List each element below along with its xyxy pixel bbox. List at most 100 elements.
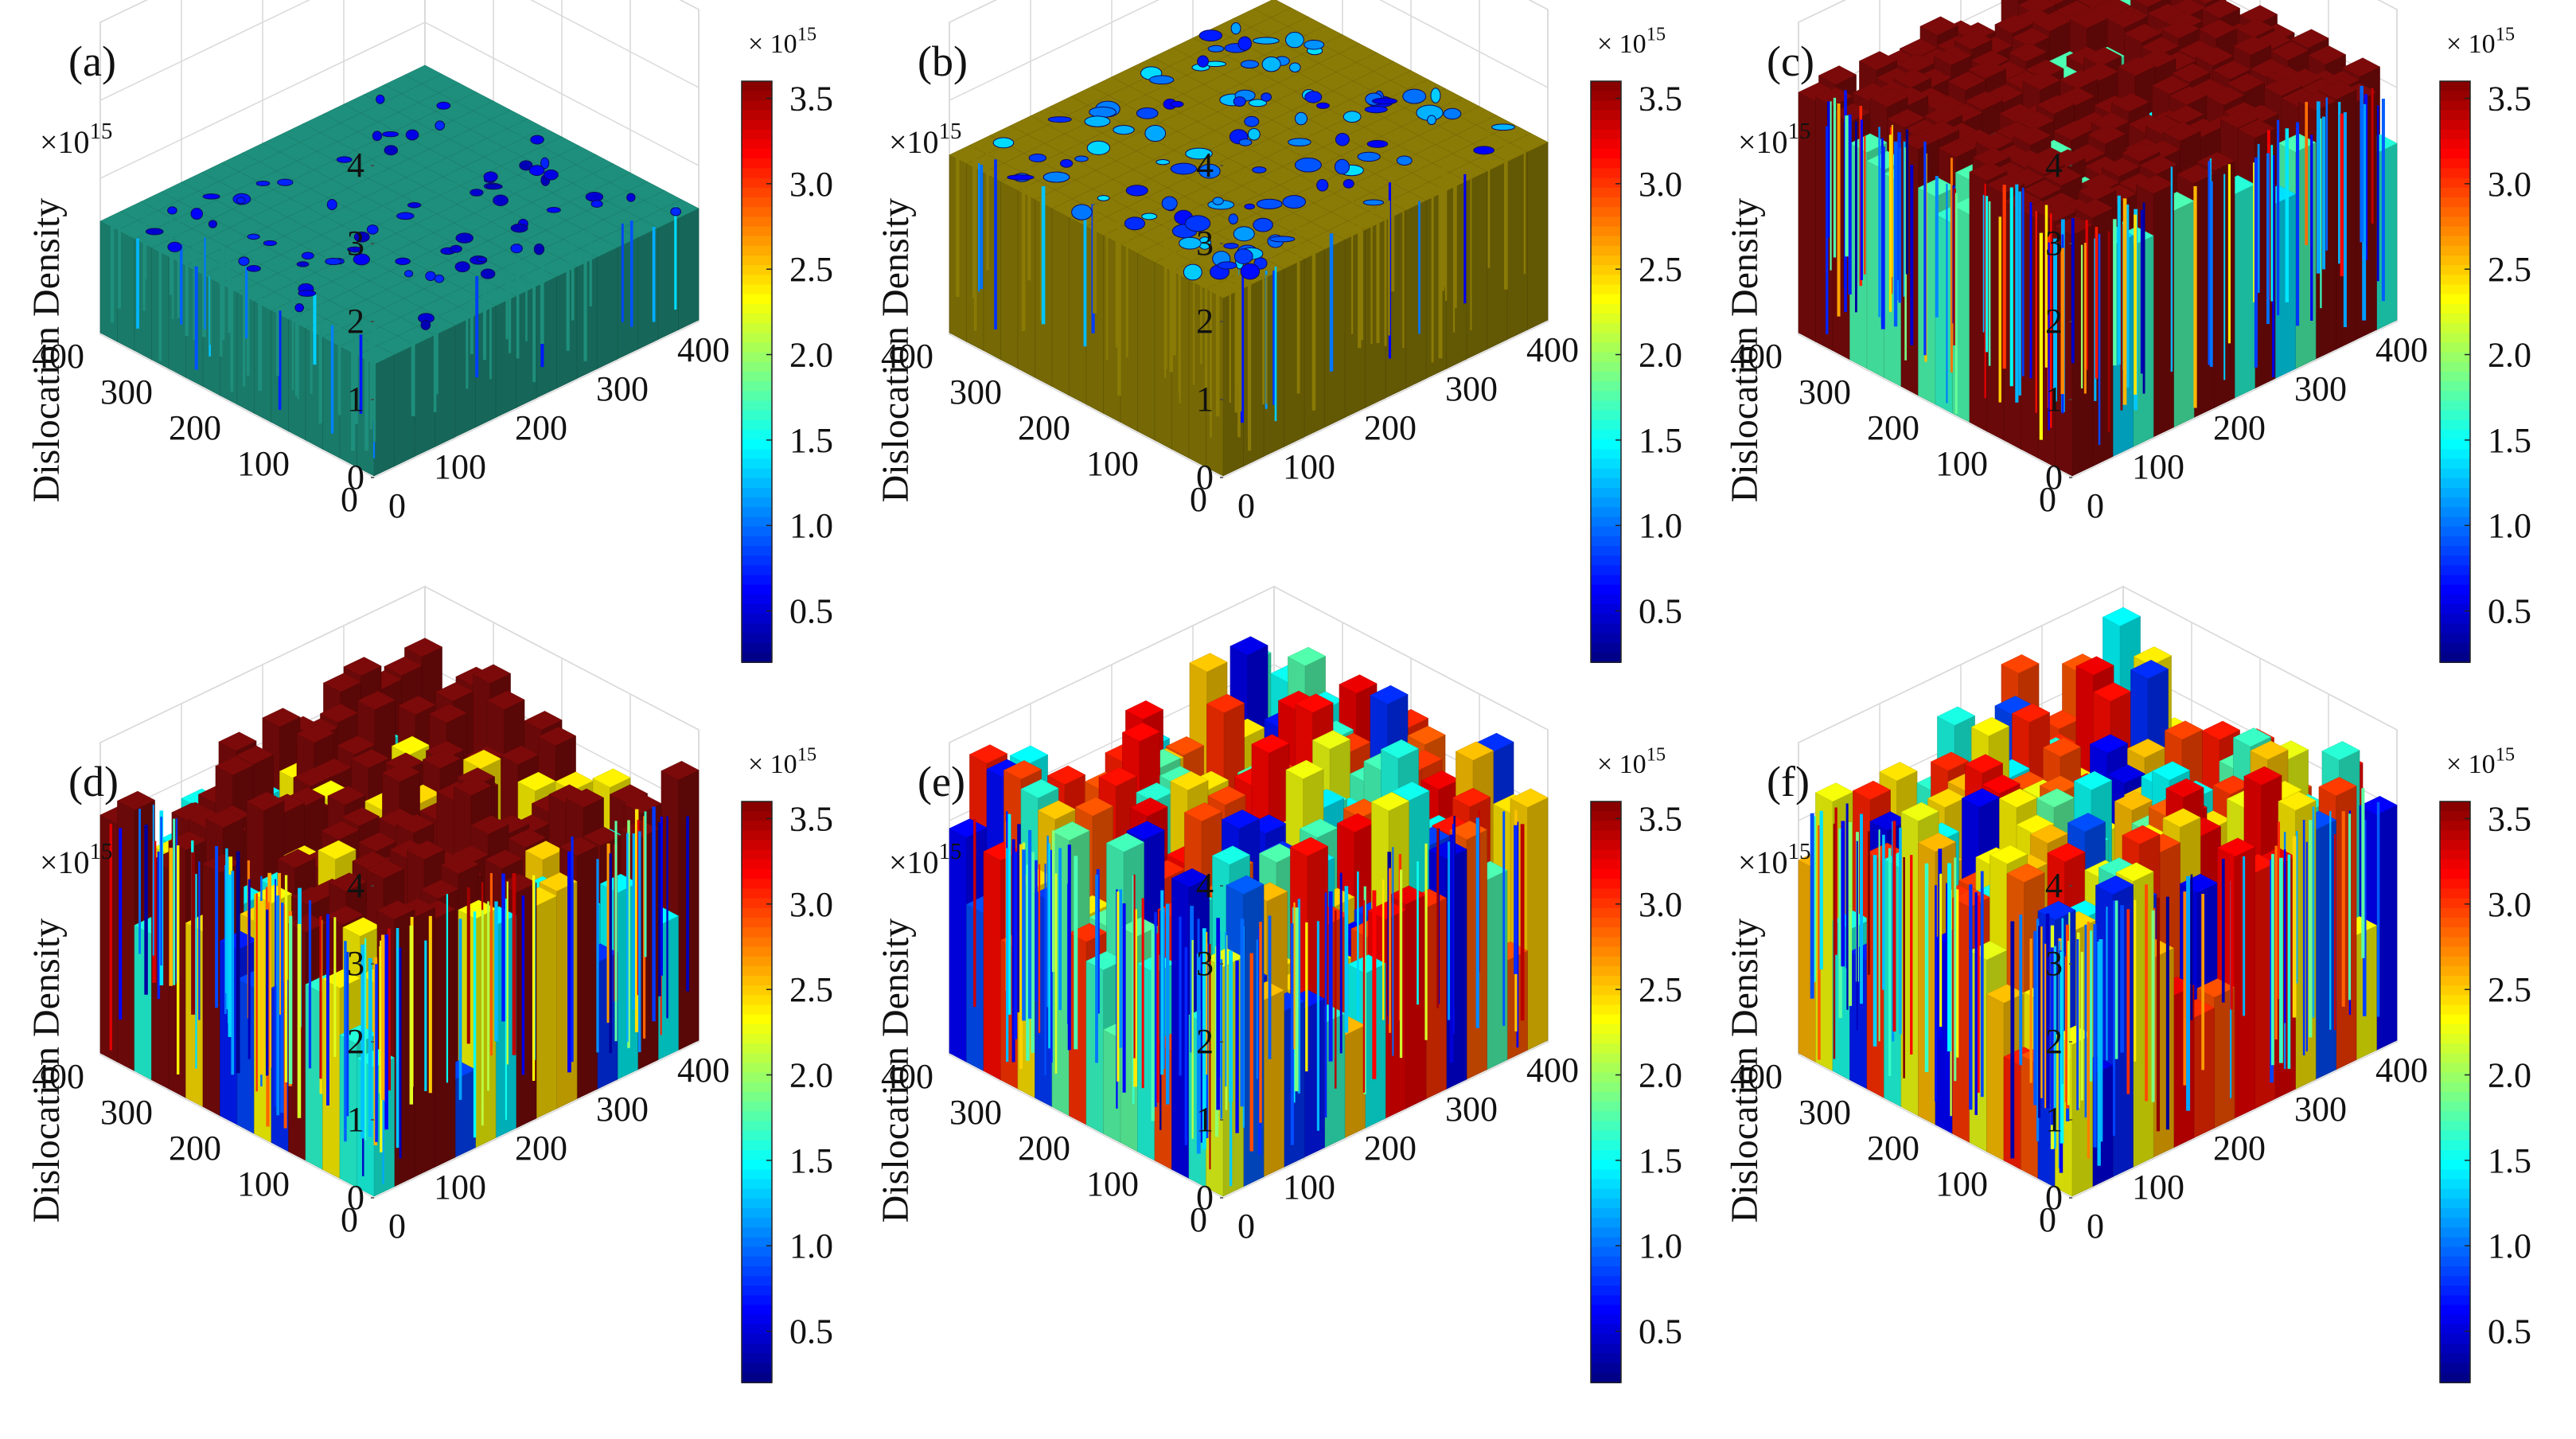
surface-blob: [1430, 88, 1441, 103]
surface-blob: [1238, 138, 1253, 146]
colorbar-segment: [742, 110, 772, 121]
colorbar-segment: [2440, 642, 2470, 653]
colorbar-segment: [2440, 361, 2470, 372]
colorbar-segment: [1591, 468, 1621, 479]
colorbar-segment: [742, 91, 772, 102]
surface-blob: [1198, 29, 1223, 42]
colorbar-segment: [742, 168, 772, 179]
surface-blob: [407, 202, 422, 209]
colorbar-exponent-label: × 1015: [748, 24, 816, 59]
colorbar-segment: [742, 497, 772, 509]
colorbar-segment: [2440, 284, 2470, 295]
colorbar-tick-label: 3.0: [789, 165, 833, 204]
surface-blobs: [145, 94, 682, 330]
surface-blob: [298, 290, 317, 297]
x-tick-label: 200: [2213, 408, 2266, 447]
colorbar-segment: [742, 275, 772, 286]
surface-blob: [519, 160, 533, 171]
colorbar-exponent-label-exponent: 15: [1647, 24, 1666, 45]
z-axis-title: Dislocation Density: [25, 198, 68, 503]
colorbar-exponent-label: × 1015: [1597, 24, 1666, 59]
surface-blob: [1074, 155, 1089, 162]
colorbar-segment: [2440, 245, 2470, 256]
colorbar-segment: [2440, 468, 2470, 479]
surface-blob: [1071, 204, 1093, 220]
colorbar-segment: [742, 303, 772, 314]
surface-blob: [470, 189, 484, 197]
surface-face: [576, 845, 598, 1099]
surface-blob: [255, 181, 271, 187]
surface-blob: [544, 169, 559, 181]
surface-face: [1000, 181, 1019, 369]
colorbar-segment: [2440, 168, 2470, 179]
surface-blob: [1304, 40, 1325, 50]
surface-blob: [1285, 32, 1304, 49]
y-tick-label: 300: [949, 372, 1002, 411]
surface-face: [475, 908, 497, 1148]
colorbar-segment: [1591, 410, 1621, 421]
surface-blob: [381, 131, 399, 138]
colorbar-segment: [1591, 439, 1621, 450]
colorbar-segment: [1591, 265, 1621, 276]
colorbar-segment: [2440, 565, 2470, 576]
colorbar-segment: [1591, 565, 1621, 576]
surface-blob: [301, 252, 314, 260]
colorbar-segment: [2440, 594, 2470, 605]
surface-face: [597, 247, 618, 369]
colorbar: 0.51.01.52.02.53.03.5× 1015: [1590, 24, 1682, 663]
colorbar-segment: [742, 314, 772, 325]
colorbar-tick-label: 2.0: [1639, 336, 1682, 375]
x-tick-label: 400: [677, 330, 730, 369]
z-tick-label: 1: [347, 380, 364, 419]
colorbar-tick-label: 3.0: [1639, 165, 1682, 204]
colorbar-segment: [1591, 381, 1621, 392]
colorbar-segment: [1591, 400, 1621, 411]
colorbar-segment: [1591, 604, 1621, 615]
surface-face: [1243, 278, 1265, 467]
surface-blob: [1396, 155, 1413, 166]
x-tick-label: 100: [1283, 447, 1335, 486]
surface-blob: [336, 156, 353, 163]
colorbar-segment: [1591, 216, 1621, 228]
surface-blob: [1084, 115, 1111, 127]
surface-blob: [247, 233, 260, 240]
colorbar-exponent-label-base: × 10: [748, 29, 797, 59]
panel-label: (c): [1767, 37, 1814, 85]
surface-face: [99, 220, 118, 342]
colorbar-segment: [1591, 207, 1621, 218]
surface-blob: [1089, 106, 1117, 118]
surface-blob: [480, 268, 496, 279]
surface-blob: [1217, 261, 1237, 270]
colorbar-segment: [2440, 400, 2470, 411]
panel-b: 0123401002003004000100200300400×1015Disl…: [875, 0, 1682, 663]
colorbar-segment: [742, 623, 772, 634]
surface-blob: [1402, 88, 1427, 104]
colorbar-segment: [2440, 497, 2470, 509]
colorbar-segment: [1591, 391, 1621, 402]
colorbar-segment: [2440, 255, 2470, 267]
x-tick-label: 100: [434, 447, 486, 486]
surface-face: [1017, 190, 1035, 378]
surface-blob: [1136, 107, 1159, 119]
colorbar-segment: [1591, 110, 1621, 121]
colorbar-segment: [1591, 497, 1621, 509]
colorbar-segment: [2440, 158, 2470, 170]
colorbar-segment: [2440, 419, 2470, 431]
surface-blob: [1294, 111, 1308, 126]
surface-blob: [1334, 158, 1350, 175]
colorbar-segment: [1591, 526, 1621, 537]
colorbar-segment: [2440, 604, 2470, 615]
colorbar-segment: [2440, 526, 2470, 537]
surface-blob: [1491, 123, 1515, 131]
y-tick-label: 200: [169, 408, 221, 447]
colorbar-segment: [1591, 642, 1621, 653]
colorbar-segment: [1591, 294, 1621, 305]
colorbar-segment: [742, 381, 772, 392]
y-tick-label: 100: [1086, 444, 1139, 483]
surface-blob: [366, 224, 379, 235]
surface-blob: [1042, 171, 1070, 183]
axes-labels: 0123401002003004000100200300400×1015Disl…: [25, 119, 730, 525]
surface-blob: [1028, 153, 1047, 162]
surface-blob: [372, 131, 383, 142]
surface-blob: [347, 246, 363, 253]
